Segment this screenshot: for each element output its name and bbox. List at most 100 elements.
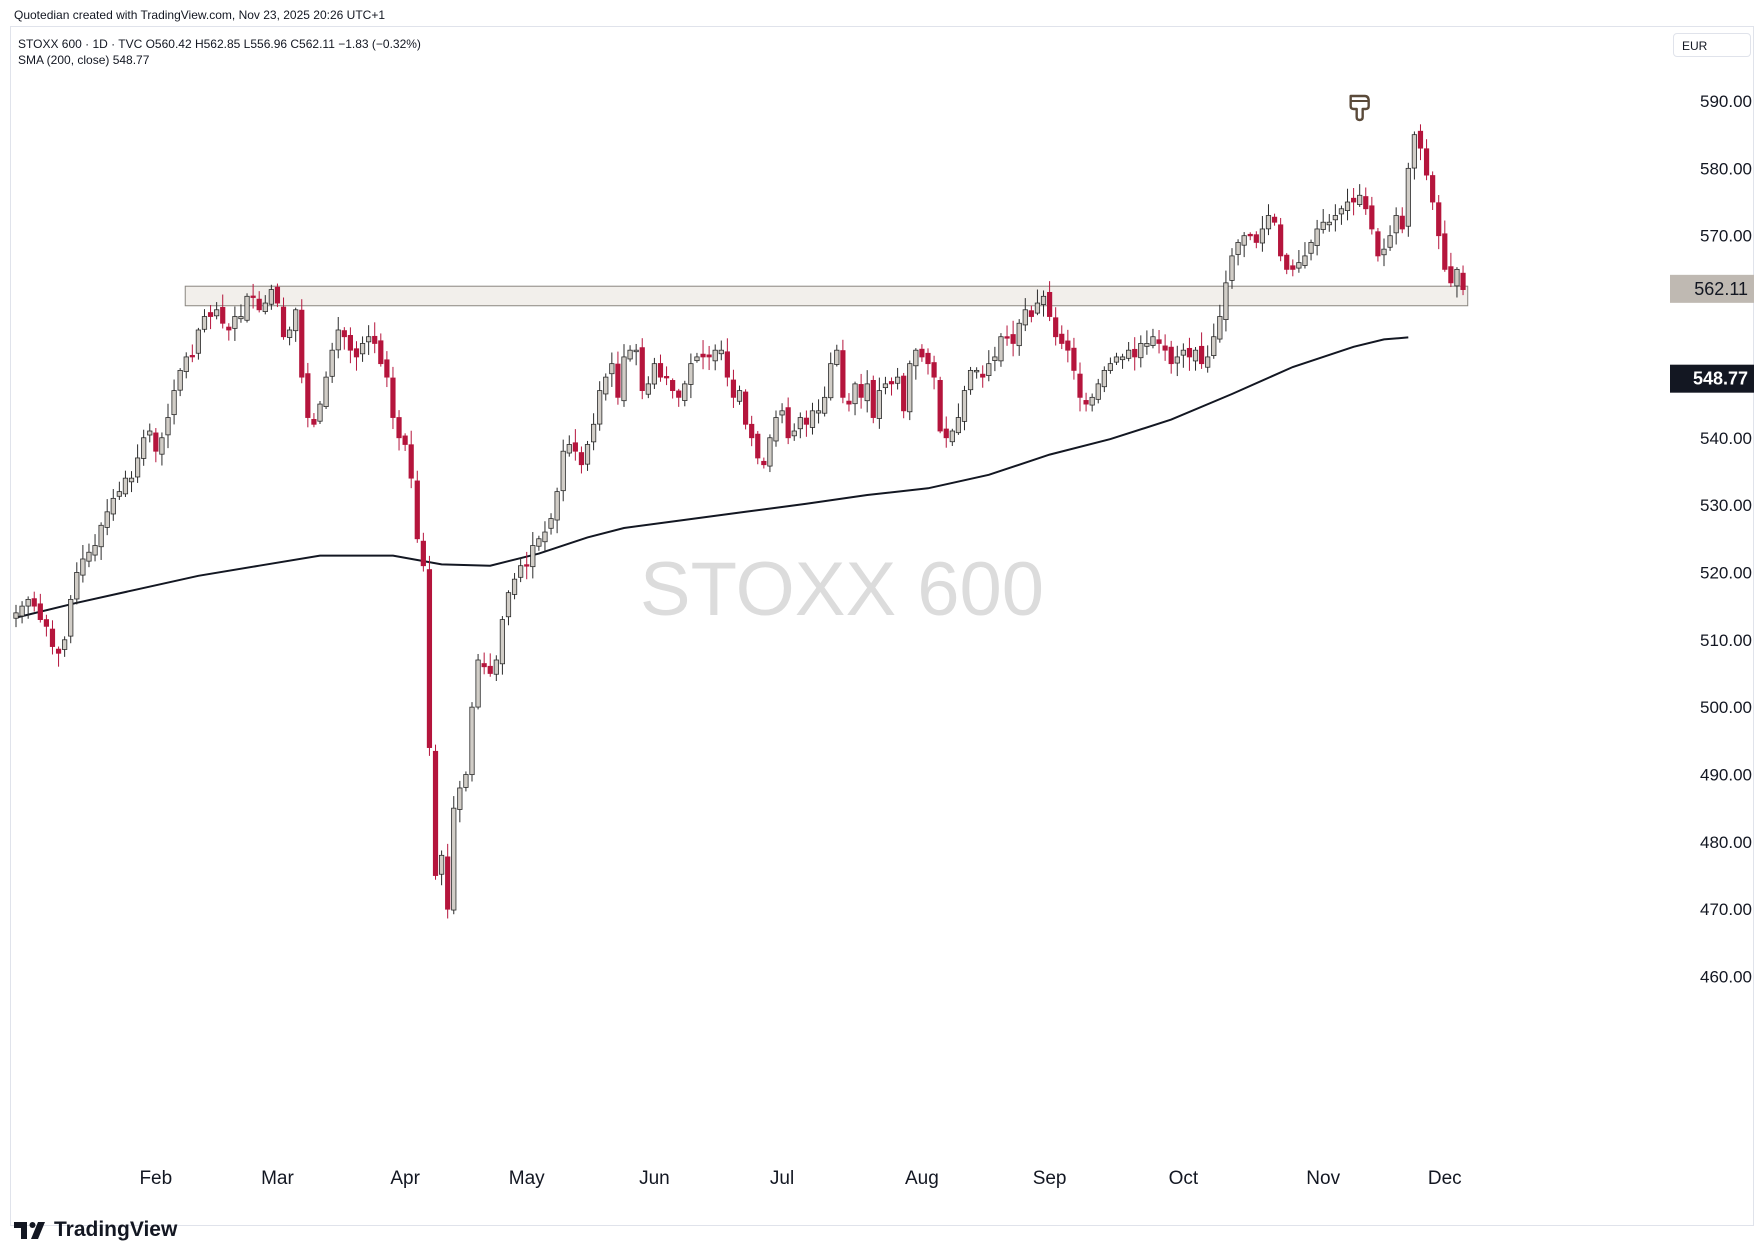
candle [670, 378, 676, 399]
candle [317, 401, 323, 425]
candle [1089, 393, 1095, 412]
chart-frame [10, 26, 1754, 1226]
candle [128, 471, 135, 493]
candle [493, 655, 499, 681]
candle [615, 351, 621, 405]
candle [700, 340, 706, 370]
candle [1065, 329, 1071, 363]
candle [967, 366, 974, 395]
candle [414, 470, 420, 543]
candle [895, 367, 901, 390]
candle [755, 431, 761, 465]
candle [481, 652, 487, 675]
last-price-label: 562.11 [1670, 274, 1754, 303]
time-tick-label: Dec [1428, 1168, 1462, 1189]
candle [712, 344, 718, 371]
candle [980, 365, 986, 388]
candle [378, 333, 384, 367]
price-tick-label: 540.00 [1700, 429, 1752, 448]
currency-selector[interactable]: EUR [1673, 33, 1751, 57]
candle [299, 299, 305, 384]
candle [1442, 220, 1448, 272]
candle [1265, 204, 1272, 236]
candle [591, 413, 597, 451]
candle [791, 423, 797, 441]
candle [1308, 239, 1314, 261]
candle [1071, 337, 1077, 380]
candle [834, 344, 840, 367]
candle [974, 367, 980, 379]
candle [785, 397, 791, 445]
candle [1284, 253, 1290, 275]
candle [846, 393, 852, 412]
candle [86, 543, 92, 568]
candle [621, 344, 627, 407]
price-tick-label: 590.00 [1700, 92, 1752, 111]
candle [876, 377, 882, 429]
candle [584, 440, 591, 471]
candle [116, 481, 122, 500]
candle [177, 368, 183, 397]
candle [366, 325, 372, 355]
candle [43, 614, 50, 637]
candle [1047, 281, 1053, 322]
legend-sma: SMA (200, close) 548.77 [18, 53, 150, 67]
candle [189, 344, 195, 363]
candle [1344, 188, 1351, 221]
candle [913, 348, 919, 380]
price-tick-label: 570.00 [1700, 227, 1752, 246]
candle [238, 304, 244, 323]
chart-legend: STOXX 600 · 1D · TVC O560.42 H562.85 L55… [18, 36, 421, 68]
candle [511, 572, 518, 600]
candle [761, 457, 767, 469]
candle [1162, 334, 1168, 361]
candle [1387, 225, 1393, 251]
candle [420, 532, 426, 572]
candle [1375, 228, 1381, 262]
candle [402, 433, 408, 451]
price-axis[interactable]: 590.00 580.00 570.00 540.00 530.00 520.00 510.… [1670, 92, 1754, 987]
candle [226, 323, 232, 341]
candle [743, 389, 749, 430]
candle [353, 341, 360, 371]
candle [1174, 345, 1180, 377]
candle [1399, 207, 1405, 234]
candle [1119, 353, 1126, 369]
price-tick-label: 500.00 [1700, 698, 1752, 717]
time-tick-label: Oct [1169, 1168, 1199, 1189]
candle [901, 372, 907, 419]
candle [1053, 307, 1059, 346]
candle [92, 534, 98, 562]
candle [80, 545, 86, 583]
candle [536, 535, 542, 551]
time-tick-label: May [509, 1168, 545, 1189]
candle [961, 385, 968, 431]
candle [1186, 337, 1193, 371]
candle [19, 601, 25, 624]
chart-attribution: Quotedian created with TradingView.com, … [14, 8, 385, 22]
time-tick-label: Jun [639, 1168, 670, 1189]
candle [426, 555, 433, 756]
candle [548, 513, 554, 535]
candle [1217, 304, 1223, 343]
candle [1211, 323, 1217, 359]
candle [1107, 357, 1113, 374]
candle [1314, 219, 1320, 256]
candle [822, 386, 828, 417]
candle [232, 306, 238, 341]
time-axis[interactable]: Feb Mar Apr May Jun Jul Aug Sep Oct Nov Dec [139, 1168, 1461, 1189]
candle [74, 562, 80, 605]
candle [639, 338, 645, 400]
tradingview-logo-icon [14, 1222, 45, 1239]
candle [487, 653, 493, 677]
candle [943, 416, 949, 448]
candle [122, 470, 129, 497]
candle [274, 283, 281, 308]
candle [888, 377, 895, 396]
candle [578, 446, 585, 474]
candle [1411, 131, 1417, 180]
candle [1095, 378, 1101, 404]
candle [207, 305, 214, 330]
candle [1199, 332, 1205, 369]
